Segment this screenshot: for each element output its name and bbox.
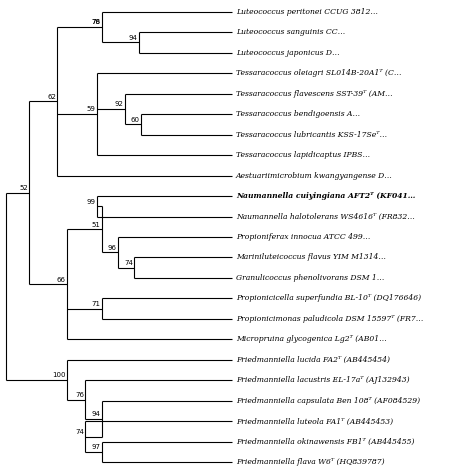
Text: Propionicicella superfundia BL-10ᵀ (DQ176646): Propionicicella superfundia BL-10ᵀ (DQ17… xyxy=(236,294,421,302)
Text: 94: 94 xyxy=(91,411,100,417)
Text: 78: 78 xyxy=(91,19,100,26)
Text: Tessaracoccus oleiagri SL014B-20A1ᵀ (C…: Tessaracoccus oleiagri SL014B-20A1ᵀ (C… xyxy=(236,69,401,77)
Text: Friedmanniella capsulata Ben 108ᵀ (AF084529): Friedmanniella capsulata Ben 108ᵀ (AF084… xyxy=(236,397,420,405)
Text: 100: 100 xyxy=(52,372,65,378)
Text: Tessaracoccus flavescens SST-39ᵀ (AM…: Tessaracoccus flavescens SST-39ᵀ (AM… xyxy=(236,90,392,98)
Text: 76: 76 xyxy=(91,19,100,26)
Text: 94: 94 xyxy=(129,35,137,41)
Text: 76: 76 xyxy=(75,392,84,398)
Text: Tessaracoccus lapidicaptus IPBS…: Tessaracoccus lapidicaptus IPBS… xyxy=(236,151,370,159)
Text: 74: 74 xyxy=(124,260,133,266)
Text: 74: 74 xyxy=(75,429,84,435)
Text: Propioniferax innocua ATCC 499…: Propioniferax innocua ATCC 499… xyxy=(236,233,370,241)
Text: 99: 99 xyxy=(87,199,96,205)
Text: Naumannella halotolerans WS4616ᵀ (FR832…: Naumannella halotolerans WS4616ᵀ (FR832… xyxy=(236,212,415,220)
Text: Friedmanniella flava W6ᵀ (HQ839787): Friedmanniella flava W6ᵀ (HQ839787) xyxy=(236,458,384,466)
Text: Friedmanniella luteola FA1ᵀ (AB445453): Friedmanniella luteola FA1ᵀ (AB445453) xyxy=(236,418,393,425)
Text: Aestuariimicrobium kwangyangense D…: Aestuariimicrobium kwangyangense D… xyxy=(236,172,393,180)
Text: 97: 97 xyxy=(91,445,100,450)
Text: Propionicimonas paludicola DSM 15597ᵀ (FR7…: Propionicimonas paludicola DSM 15597ᵀ (F… xyxy=(236,315,423,323)
Text: Friedmanniella lucida FA2ᵀ (AB445454): Friedmanniella lucida FA2ᵀ (AB445454) xyxy=(236,356,390,364)
Text: 59: 59 xyxy=(87,107,96,112)
Text: Friedmanniella okinawensis FB1ᵀ (AB445455): Friedmanniella okinawensis FB1ᵀ (AB44545… xyxy=(236,438,414,446)
Text: Luteococcus peritonei CCUG 3812…: Luteococcus peritonei CCUG 3812… xyxy=(236,8,378,16)
Text: Granulicoccus phenolivorans DSM 1…: Granulicoccus phenolivorans DSM 1… xyxy=(236,274,384,282)
Text: 96: 96 xyxy=(108,245,117,251)
Text: 62: 62 xyxy=(47,94,56,100)
Text: Tessaracoccus lubricantis KSS-17Seᵀ…: Tessaracoccus lubricantis KSS-17Seᵀ… xyxy=(236,130,387,138)
Text: Naumannella cuiyingiana AFT2ᵀ (KF041…: Naumannella cuiyingiana AFT2ᵀ (KF041… xyxy=(236,192,415,200)
Text: 51: 51 xyxy=(91,222,100,228)
Text: 60: 60 xyxy=(131,117,140,123)
Text: Friedmanniella lacustris EL-17aᵀ (AJ132943): Friedmanniella lacustris EL-17aᵀ (AJ1329… xyxy=(236,376,410,384)
Text: Mariniluteicoccus flavus YIM M1314…: Mariniluteicoccus flavus YIM M1314… xyxy=(236,254,386,262)
Text: 92: 92 xyxy=(115,101,124,107)
Text: Micropruina glycogenica Lg2ᵀ (AB01…: Micropruina glycogenica Lg2ᵀ (AB01… xyxy=(236,336,387,344)
Text: 71: 71 xyxy=(91,301,100,307)
Text: 66: 66 xyxy=(56,277,65,283)
Text: Luteococcus japonicus D…: Luteococcus japonicus D… xyxy=(236,49,340,56)
Text: Luteococcus sanguinis CC…: Luteococcus sanguinis CC… xyxy=(236,28,345,36)
Text: 52: 52 xyxy=(19,185,28,191)
Text: Tessaracoccus bendigoensis A…: Tessaracoccus bendigoensis A… xyxy=(236,110,360,118)
